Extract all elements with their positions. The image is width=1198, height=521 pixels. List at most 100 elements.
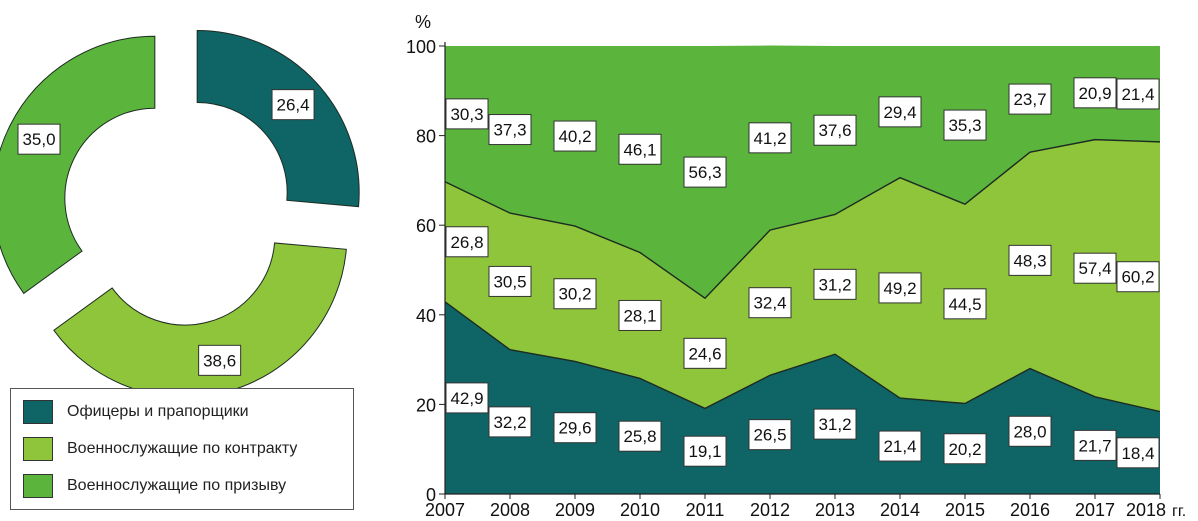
legend-swatch-officers [23, 400, 53, 424]
data-label-officers-2015-text: 20,2 [948, 440, 981, 459]
data-label-officers-2008: 32,2 [488, 406, 532, 438]
donut-label-officers: 26,4 [271, 89, 315, 121]
data-label-conscript-2018-box [1116, 78, 1160, 110]
data-label-officers-2010: 25,8 [618, 420, 662, 452]
data-label-conscript-2007-text: 30,3 [450, 105, 483, 124]
data-label-officers-2013-box [813, 408, 857, 440]
legend: Офицеры и прапорщики Военнослужащие по к… [10, 388, 354, 510]
data-label-officers-2009: 29,6 [553, 412, 597, 444]
data-label-contract-2009-text: 30,2 [558, 285, 591, 304]
data-label-conscript-2007-box [445, 98, 489, 130]
data-label-conscript-2014-box [878, 96, 922, 128]
data-label-conscript-2015: 35,3 [943, 109, 987, 141]
data-label-conscript-2009-box [553, 120, 597, 152]
y-tick-label-0: 0 [426, 485, 436, 505]
donut-label-contract-box [198, 344, 242, 376]
donut-label-contract: 38,6 [198, 344, 242, 376]
data-label-contract-2013-box [813, 268, 857, 300]
data-label-contract-2010: 28,1 [618, 299, 662, 331]
data-label-conscript-2017-text: 20,9 [1078, 84, 1111, 103]
y-tick-label-100: 100 [406, 37, 436, 57]
data-label-conscript-2017: 20,9 [1073, 77, 1117, 109]
x-tick-label-2008: 2008 [490, 500, 530, 520]
data-label-officers-2018: 18,4 [1116, 437, 1160, 469]
data-label-officers-2007-text: 42,9 [450, 389, 483, 408]
data-label-contract-2012: 32,4 [748, 287, 792, 319]
data-label-conscript-2008-box [488, 114, 532, 146]
data-label-officers-2011-box [683, 435, 727, 467]
legend-label-contract: Военнослужащие по контракту [67, 440, 298, 457]
data-label-conscript-2013-box [813, 114, 857, 146]
data-label-officers-2014-text: 21,4 [883, 437, 916, 456]
data-label-conscript-2014: 29,4 [878, 96, 922, 128]
data-label-officers-2007: 42,9 [445, 382, 489, 414]
area-boundary-contract [444, 138, 1161, 300]
data-label-conscript-2013-text: 37,6 [818, 121, 851, 140]
y-tick-label-40: 40 [416, 306, 436, 326]
data-label-officers-2011-text: 19,1 [688, 442, 721, 461]
data-label-contract-2010-box [618, 299, 662, 331]
data-label-contract-2014-box [878, 272, 922, 304]
y-tick-label-80: 80 [416, 127, 436, 147]
data-label-officers-2012: 26,5 [748, 419, 792, 451]
data-label-conscript-2018-text: 21,4 [1121, 85, 1154, 104]
legend-swatch-contract [23, 437, 53, 461]
data-label-contract-2015-text: 44,5 [948, 295, 981, 314]
y-tick-label-60: 60 [416, 216, 436, 236]
data-label-contract-2014-text: 49,2 [883, 279, 916, 298]
data-label-contract-2018-box [1116, 261, 1160, 293]
data-label-officers-2011: 19,1 [683, 435, 727, 467]
data-label-officers-2017-text: 21,7 [1078, 436, 1111, 455]
data-label-contract-2012-box [748, 287, 792, 319]
data-label-officers-2015: 20,2 [943, 433, 987, 465]
data-label-contract-2016-box [1008, 244, 1052, 276]
data-label-conscript-2016: 23,7 [1008, 83, 1052, 115]
data-label-officers-2008-box [488, 406, 532, 438]
data-label-contract-2015: 44,5 [943, 288, 987, 320]
data-label-conscript-2007: 30,3 [445, 98, 489, 130]
data-label-contract-2016-text: 48,3 [1013, 251, 1046, 270]
donut-label-officers-text: 26,4 [277, 96, 310, 115]
data-label-officers-2010-text: 25,8 [623, 427, 656, 446]
x-tick-label-2013: 2013 [815, 500, 855, 520]
data-label-conscript-2015-text: 35,3 [948, 116, 981, 135]
data-label-contract-2013-text: 31,2 [818, 275, 851, 294]
data-label-officers-2009-text: 29,6 [558, 419, 591, 438]
data-label-contract-2008-box [488, 265, 532, 297]
data-label-officers-2016-text: 28,0 [1013, 422, 1046, 441]
data-label-contract-2008-text: 30,5 [493, 272, 526, 291]
donut-slice-conscript [0, 35, 156, 295]
data-label-officers-2018-text: 18,4 [1121, 444, 1154, 463]
data-label-contract-2016: 48,3 [1008, 244, 1052, 276]
donut-label-conscript: 35,0 [17, 123, 61, 155]
data-label-contract-2008: 30,5 [488, 265, 532, 297]
data-label-contract-2011-box [683, 337, 727, 369]
y-tick-label-20: 20 [416, 395, 436, 415]
x-tick-label-2018: 2018 [1126, 500, 1166, 520]
legend-swatch-conscript [23, 474, 53, 498]
data-label-conscript-2010-box [618, 133, 662, 165]
data-label-contract-2013: 31,2 [813, 268, 857, 300]
data-label-officers-2017: 21,7 [1073, 429, 1117, 461]
data-label-contract-2017: 57,4 [1073, 252, 1117, 284]
data-label-contract-2014: 49,2 [878, 272, 922, 304]
data-label-conscript-2009: 40,2 [553, 120, 597, 152]
legend-item-conscript: Военнослужащие по призыву [23, 471, 286, 501]
donut-slice-contract [53, 242, 347, 398]
axes-layer: 0 20 40 60 80 100% 2007 2008 2009 2010 2011 2012 201… [406, 12, 1186, 520]
data-label-officers-2007-box [445, 382, 489, 414]
data-label-officers-2017-box [1073, 429, 1117, 461]
legend-label-conscript: Военнослужащие по призыву [67, 477, 287, 494]
data-label-conscript-2014-text: 29,4 [883, 103, 916, 122]
data-label-officers-2013: 31,2 [813, 408, 857, 440]
data-label-contract-2011: 24,6 [683, 337, 727, 369]
area-series-layer [444, 45, 1161, 494]
data-label-officers-2014: 21,4 [878, 430, 922, 462]
x-tick-label-2009: 2009 [555, 500, 595, 520]
data-label-conscript-2011-text: 56,3 [688, 163, 721, 182]
data-label-conscript-2018: 21,4 [1116, 78, 1160, 110]
legend-label-officers: Офицеры и прапорщики [67, 403, 249, 420]
data-label-conscript-2010-text: 46,1 [623, 140, 656, 159]
donut-label-conscript-box [17, 123, 61, 155]
area-boundary-officers [444, 301, 1161, 413]
